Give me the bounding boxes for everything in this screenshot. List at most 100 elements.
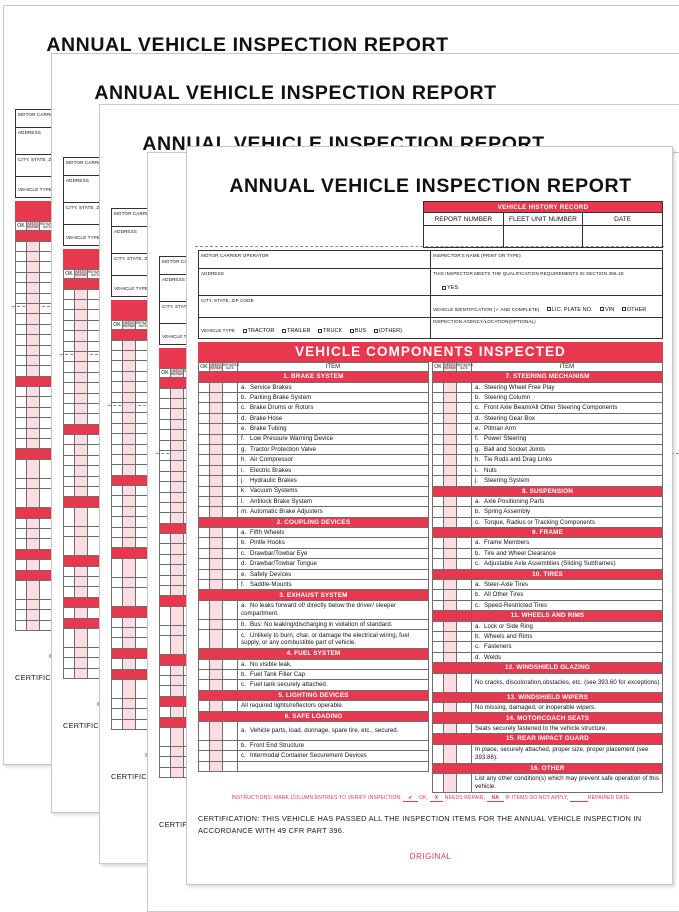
inspection-item-row[interactable]: k. Vacuum Systems bbox=[198, 485, 429, 497]
cell-needs-repair[interactable] bbox=[209, 599, 223, 620]
inspection-item-row[interactable]: c. Brake Drums or Rotors bbox=[198, 402, 429, 414]
cell-needs-repair[interactable] bbox=[209, 443, 223, 456]
cell-ok[interactable] bbox=[432, 672, 444, 693]
cell-needs-repair[interactable] bbox=[443, 772, 457, 793]
cell-repaired-date[interactable] bbox=[222, 658, 238, 671]
cell-repaired-date[interactable] bbox=[456, 443, 472, 456]
cell-repaired-date[interactable] bbox=[456, 599, 472, 612]
cell-ok[interactable] bbox=[198, 700, 210, 712]
cell-ok[interactable] bbox=[432, 443, 444, 456]
field-motor-carrier-operator[interactable]: MOTOR CARRIER OPERATOR bbox=[198, 250, 431, 269]
inspection-item-row[interactable]: f. Power Steering bbox=[432, 433, 663, 445]
inspection-item-row[interactable]: b. Bus: No leaking/discharging in violati… bbox=[198, 618, 429, 631]
cell-ok[interactable] bbox=[198, 568, 210, 581]
cell-needs-repair[interactable] bbox=[209, 558, 223, 570]
cell-repaired-date[interactable] bbox=[222, 739, 238, 752]
cell-repaired-date[interactable] bbox=[222, 750, 238, 762]
cell-needs-repair[interactable] bbox=[209, 485, 223, 497]
cell-ok[interactable] bbox=[432, 743, 444, 764]
inspection-item-row[interactable]: c. Unlikely to burn, char, or damage the … bbox=[198, 629, 429, 650]
inspection-item-row[interactable]: g. Tractor Protection Valve bbox=[198, 443, 429, 456]
cell-repaired-date[interactable] bbox=[222, 454, 238, 466]
checkbox-icon[interactable] bbox=[621, 307, 626, 312]
cell-needs-repair[interactable] bbox=[443, 579, 457, 591]
cell-repaired-date[interactable] bbox=[222, 547, 238, 560]
inspection-item-row[interactable]: a. Service Brakes bbox=[198, 381, 429, 394]
cell-needs-repair[interactable] bbox=[209, 464, 223, 477]
cell-repaired-date[interactable] bbox=[456, 620, 472, 633]
inspection-item-row[interactable]: List any other condition(s) which may pr… bbox=[432, 772, 663, 793]
cell-ok[interactable] bbox=[198, 464, 210, 477]
inspection-item-row[interactable]: Seats securely fastened to the vehicle s… bbox=[432, 722, 663, 735]
cell-needs-repair[interactable] bbox=[209, 423, 223, 435]
checkbox-qualification-yes[interactable]: YES bbox=[439, 285, 458, 291]
cell-ok[interactable] bbox=[198, 433, 210, 445]
cell-repaired-date[interactable] bbox=[222, 599, 238, 620]
inspection-item-row[interactable]: b. Fuel Tank Filler Cap bbox=[198, 668, 429, 681]
cell-repaired-date[interactable] bbox=[456, 381, 472, 394]
cell-ok[interactable] bbox=[198, 629, 210, 650]
inspection-item-row[interactable]: i. Electric Brakes bbox=[198, 464, 429, 477]
cell-needs-repair[interactable] bbox=[443, 620, 457, 633]
cell-ok[interactable] bbox=[432, 537, 444, 549]
cell-needs-repair[interactable] bbox=[443, 558, 457, 570]
inspection-item-row[interactable]: b. Parking Brake System bbox=[198, 391, 429, 404]
cell-needs-repair[interactable] bbox=[209, 720, 223, 741]
checkbox-icon[interactable] bbox=[373, 328, 378, 333]
cell-repaired-date[interactable] bbox=[222, 475, 238, 487]
cell-ok[interactable] bbox=[432, 701, 444, 714]
cell-repaired-date[interactable] bbox=[222, 579, 238, 591]
cell-repaired-date[interactable] bbox=[456, 651, 472, 664]
field-vehicle-identification[interactable]: VEHICLE IDENTIFICATION (✓ AND COMPLETE) … bbox=[430, 295, 663, 318]
inspection-item-row[interactable]: a. No visible leak. bbox=[198, 658, 429, 671]
cell-repaired-date[interactable] bbox=[222, 485, 238, 497]
inspection-item-row[interactable]: a. Fifth Wheels bbox=[198, 527, 429, 539]
field-city-state-zip[interactable]: CITY, STATE, ZIP CODE bbox=[198, 295, 431, 318]
cell-repaired-date[interactable] bbox=[222, 618, 238, 631]
cell-needs-repair[interactable] bbox=[443, 547, 457, 560]
inspection-item-row[interactable]: All required lights/reflectors operable. bbox=[198, 700, 429, 712]
cell-needs-repair[interactable] bbox=[443, 537, 457, 549]
inspection-item-row[interactable]: a. Vehicle parts, load, dunnage, spare ti… bbox=[198, 720, 429, 741]
cell-repaired-date[interactable] bbox=[456, 412, 472, 425]
cell-ok[interactable] bbox=[198, 599, 210, 620]
inspection-item-row[interactable]: e. Pitman Arm bbox=[432, 423, 663, 435]
checkbox-icon[interactable] bbox=[349, 328, 354, 333]
inspection-item-row[interactable]: a. Lock or Side Ring bbox=[432, 620, 663, 633]
cell-ok[interactable] bbox=[432, 547, 444, 560]
cell-repaired-date[interactable] bbox=[222, 668, 238, 681]
cell-ok[interactable] bbox=[198, 720, 210, 741]
cell-repaired-date[interactable] bbox=[456, 402, 472, 414]
cell-repaired-date[interactable] bbox=[456, 454, 472, 466]
vhr-input-date[interactable] bbox=[582, 225, 663, 248]
cell-repaired-date[interactable] bbox=[456, 630, 472, 643]
checkbox-vin[interactable]: VIN bbox=[597, 307, 614, 313]
checkbox-icon[interactable] bbox=[242, 328, 247, 333]
cell-repaired-date[interactable] bbox=[456, 743, 472, 764]
cell-ok[interactable] bbox=[198, 495, 210, 508]
inspection-item-row[interactable]: b. Tire and Wheel Clearance bbox=[432, 547, 663, 560]
cell-ok[interactable] bbox=[198, 485, 210, 497]
cell-ok[interactable] bbox=[432, 516, 444, 529]
cell-repaired-date[interactable] bbox=[456, 579, 472, 591]
inspection-item-row[interactable]: b. Front End Structure bbox=[198, 739, 429, 752]
cell-repaired-date[interactable] bbox=[222, 700, 238, 712]
cell-repaired-date[interactable] bbox=[222, 527, 238, 539]
cell-ok[interactable] bbox=[432, 772, 444, 793]
cell-needs-repair[interactable] bbox=[443, 423, 457, 435]
cell-ok[interactable] bbox=[432, 391, 444, 404]
cell-needs-repair[interactable] bbox=[443, 701, 457, 714]
cell-repaired-date[interactable] bbox=[222, 568, 238, 581]
cell-repaired-date[interactable] bbox=[222, 443, 238, 456]
cell-ok[interactable] bbox=[198, 668, 210, 681]
cell-needs-repair[interactable] bbox=[209, 433, 223, 445]
cell-needs-repair[interactable] bbox=[443, 672, 457, 693]
inspection-item-row[interactable]: c. Drawbar/Towbar Eye bbox=[198, 547, 429, 560]
cell-needs-repair[interactable] bbox=[443, 464, 457, 477]
inspection-item-row[interactable]: No cracks, discoloration,obstacles, etc.… bbox=[432, 672, 663, 693]
cell-ok[interactable] bbox=[198, 579, 210, 591]
checkbox-icon[interactable] bbox=[281, 328, 286, 333]
cell-needs-repair[interactable] bbox=[443, 391, 457, 404]
cell-repaired-date[interactable] bbox=[456, 589, 472, 601]
cell-repaired-date[interactable] bbox=[456, 391, 472, 404]
